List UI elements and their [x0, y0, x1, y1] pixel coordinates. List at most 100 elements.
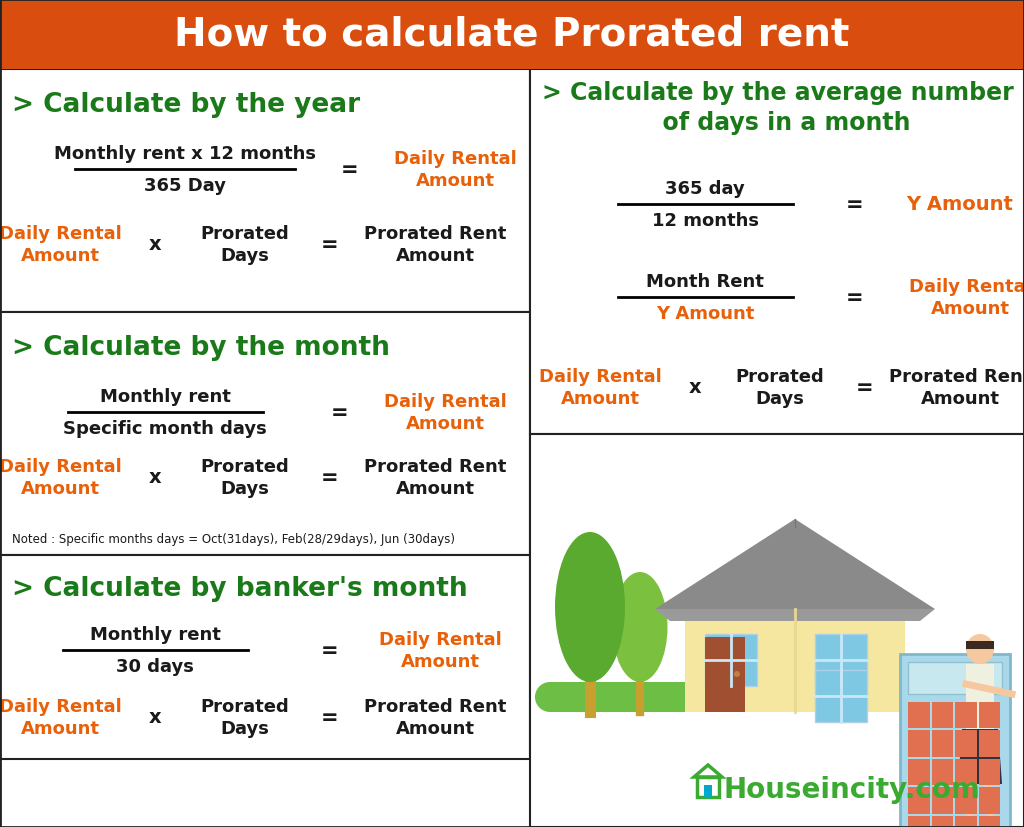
Text: =: =: [331, 403, 349, 423]
Bar: [932, 815, 953, 827]
Ellipse shape: [612, 572, 668, 682]
Text: Monthly rent: Monthly rent: [89, 625, 220, 643]
Text: x: x: [148, 708, 162, 727]
Bar: [0, 555, 530, 759]
Text: > Calculate by banker's month: > Calculate by banker's month: [12, 576, 468, 601]
Ellipse shape: [915, 682, 945, 712]
Text: =: =: [341, 160, 358, 179]
Text: =: =: [846, 288, 864, 308]
Text: 30 days: 30 days: [116, 657, 194, 675]
Bar: [705, 638, 745, 712]
Text: x: x: [148, 235, 162, 254]
Text: Daily Rental
Amount: Daily Rental Amount: [0, 697, 122, 737]
Text: 12 months: 12 months: [651, 212, 759, 230]
Text: 4: 4: [916, 767, 922, 777]
Bar: [697, 777, 719, 797]
Text: +: +: [986, 825, 992, 827]
Bar: [908, 815, 930, 827]
Text: Y Amount: Y Amount: [906, 195, 1014, 214]
Text: Daily Rental
Amount: Daily Rental Amount: [539, 367, 662, 408]
Text: Prorated Rent
Amount: Prorated Rent Amount: [364, 225, 506, 265]
Text: Houseincity.com: Houseincity.com: [724, 775, 980, 803]
Text: 6: 6: [963, 767, 969, 777]
Text: Prorated Rent
Amount: Prorated Rent Amount: [889, 367, 1024, 408]
Text: > Calculate by the year: > Calculate by the year: [12, 92, 360, 118]
Circle shape: [734, 672, 740, 677]
Text: Daily Rental
Amount: Daily Rental Amount: [393, 150, 516, 190]
Text: ⊙: ⊙: [915, 711, 923, 719]
Ellipse shape: [555, 533, 625, 682]
Text: 2: 2: [940, 796, 945, 805]
Bar: [979, 730, 1000, 757]
Bar: [900, 654, 1010, 827]
Bar: [908, 787, 930, 814]
Text: -: -: [988, 711, 991, 719]
Text: 8: 8: [940, 739, 945, 748]
Bar: [705, 785, 712, 797]
Bar: [955, 730, 977, 757]
Text: Daily Rental
Amount: Daily Rental Amount: [0, 225, 122, 265]
Bar: [955, 759, 977, 786]
Text: Prorated Rent
Amount: Prorated Rent Amount: [364, 697, 506, 737]
Text: 7: 7: [916, 739, 922, 748]
Text: Monthly rent x 12 months: Monthly rent x 12 months: [54, 145, 316, 163]
Bar: [908, 662, 1002, 694]
Text: =: =: [856, 378, 873, 398]
Text: =: =: [963, 825, 970, 827]
Text: CE: CE: [937, 711, 948, 719]
Text: Daily Rental
Amount: Daily Rental Amount: [379, 630, 502, 671]
Text: Prorated
Days: Prorated Days: [735, 367, 824, 408]
Text: Prorated
Days: Prorated Days: [201, 225, 290, 265]
Bar: [932, 787, 953, 814]
Ellipse shape: [966, 634, 994, 664]
Text: How to calculate Prorated rent: How to calculate Prorated rent: [174, 16, 850, 54]
Bar: [979, 815, 1000, 827]
Text: x: x: [987, 767, 992, 777]
Bar: [955, 815, 977, 827]
Text: Prorated
Days: Prorated Days: [201, 457, 290, 498]
Text: ÷: ÷: [986, 739, 992, 748]
Bar: [908, 759, 930, 786]
Text: 1: 1: [916, 796, 922, 805]
Bar: [932, 730, 953, 757]
Bar: [932, 702, 953, 729]
Text: =: =: [322, 467, 339, 487]
Bar: [685, 609, 905, 712]
Text: Prorated
Days: Prorated Days: [201, 697, 290, 737]
Text: > Calculate by the average number
  of days in a month: > Calculate by the average number of day…: [542, 81, 1014, 135]
Bar: [530, 434, 1024, 827]
Bar: [908, 702, 930, 729]
Text: Daily Rental
Amount: Daily Rental Amount: [908, 278, 1024, 318]
Polygon shape: [966, 641, 994, 649]
Text: Monthly rent: Monthly rent: [99, 388, 230, 405]
Text: =: =: [322, 235, 339, 255]
Bar: [0, 0, 1024, 70]
Polygon shape: [655, 519, 935, 609]
Text: 6289525: 6289525: [928, 672, 983, 685]
Bar: [0, 313, 530, 555]
Text: Specific month days: Specific month days: [63, 419, 267, 437]
Text: 0: 0: [916, 825, 922, 827]
Text: .: .: [941, 825, 943, 827]
Text: 5: 5: [940, 767, 945, 777]
Polygon shape: [958, 729, 1002, 784]
Text: Y Amount: Y Amount: [655, 304, 755, 323]
Text: Noted : Specific months days = Oct(31days), Feb(28/29days), Jun (30days): Noted : Specific months days = Oct(31day…: [12, 533, 455, 546]
Text: x: x: [148, 468, 162, 487]
Bar: [550, 682, 930, 712]
Bar: [979, 702, 1000, 729]
Bar: [932, 759, 953, 786]
Text: 3: 3: [963, 796, 969, 805]
Text: Month Rent: Month Rent: [646, 273, 764, 290]
Bar: [966, 664, 994, 729]
Text: Daily Rental
Amount: Daily Rental Amount: [384, 393, 507, 433]
Ellipse shape: [535, 682, 565, 712]
Bar: [705, 634, 757, 686]
Text: 365 Day: 365 Day: [144, 177, 226, 195]
Polygon shape: [655, 609, 935, 621]
Text: =: =: [322, 707, 339, 727]
Text: =: =: [846, 195, 864, 215]
Text: Prorated Rent
Amount: Prorated Rent Amount: [364, 457, 506, 498]
Text: 365 day: 365 day: [666, 179, 744, 198]
Bar: [0, 70, 530, 313]
